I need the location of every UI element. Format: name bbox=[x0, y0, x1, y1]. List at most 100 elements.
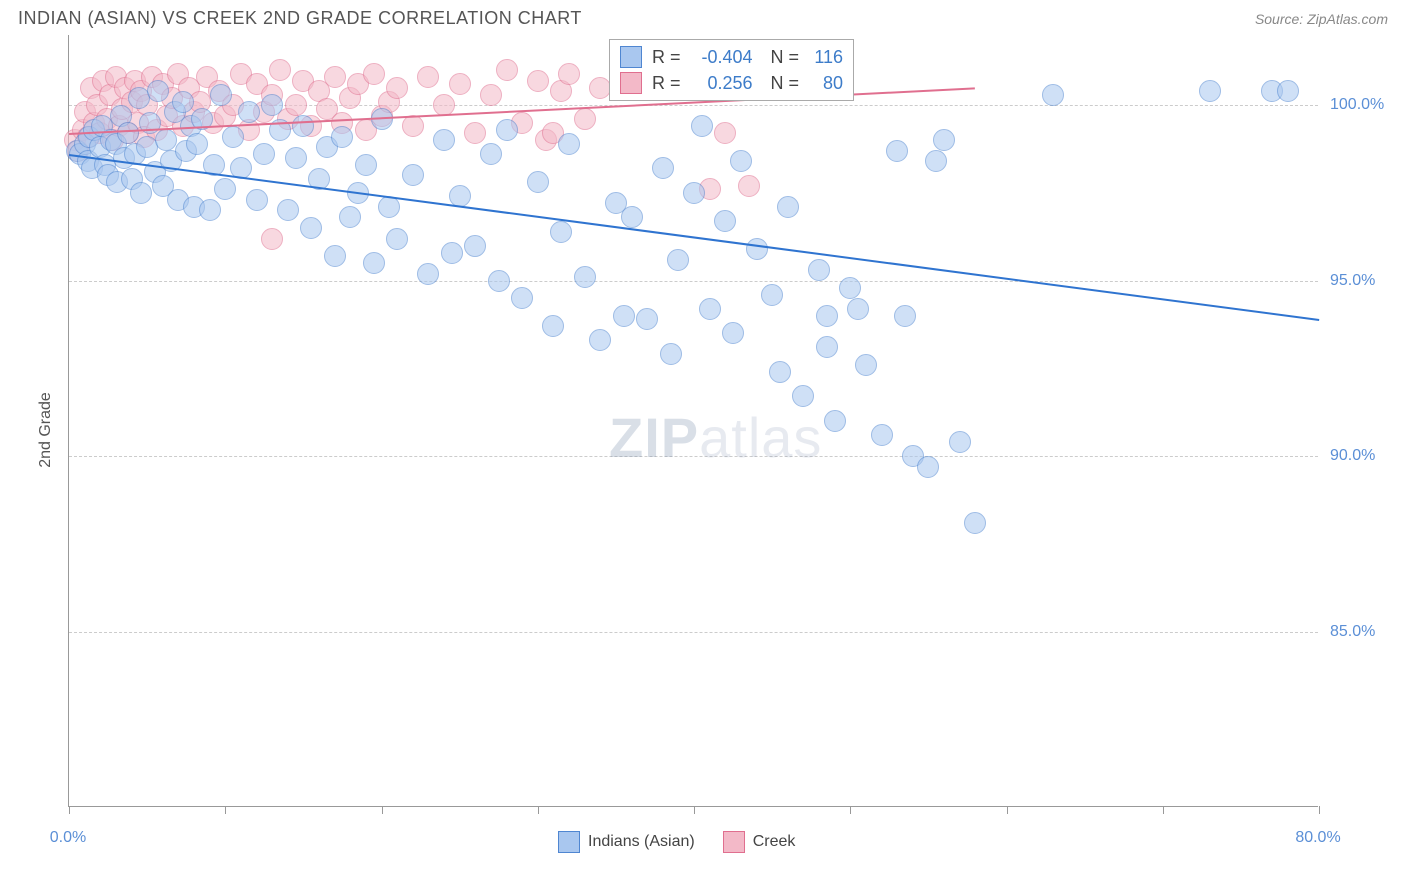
scatter-point bbox=[285, 94, 307, 116]
scatter-point bbox=[816, 305, 838, 327]
y-tick-label: 90.0% bbox=[1330, 447, 1375, 465]
watermark: ZIPatlas bbox=[609, 405, 822, 470]
scatter-point bbox=[917, 456, 939, 478]
scatter-point bbox=[324, 245, 346, 267]
grid-line bbox=[69, 632, 1318, 633]
scatter-point bbox=[464, 235, 486, 257]
scatter-point bbox=[496, 59, 518, 81]
scatter-point bbox=[714, 210, 736, 232]
legend-label: Indians (Asian) bbox=[588, 833, 695, 851]
scatter-point bbox=[808, 259, 830, 281]
scatter-point bbox=[714, 122, 736, 144]
scatter-point bbox=[300, 217, 322, 239]
scatter-point bbox=[199, 199, 221, 221]
scatter-point bbox=[652, 157, 674, 179]
scatter-point bbox=[1042, 84, 1064, 106]
scatter-point bbox=[667, 249, 689, 271]
scatter-point bbox=[1277, 80, 1299, 102]
x-tick bbox=[382, 806, 383, 814]
r-value: -0.404 bbox=[691, 44, 753, 70]
x-tick bbox=[850, 806, 851, 814]
scatter-point bbox=[730, 150, 752, 172]
n-label: N = bbox=[771, 70, 800, 96]
scatter-point bbox=[886, 140, 908, 162]
grid-line bbox=[69, 281, 1318, 282]
scatter-point bbox=[449, 73, 471, 95]
series-swatch bbox=[620, 46, 642, 68]
scatter-point bbox=[589, 329, 611, 351]
scatter-point bbox=[660, 343, 682, 365]
scatter-point bbox=[386, 77, 408, 99]
scatter-point bbox=[636, 308, 658, 330]
scatter-point bbox=[792, 385, 814, 407]
n-value: 116 bbox=[809, 44, 843, 70]
n-value: 80 bbox=[809, 70, 843, 96]
scatter-point bbox=[855, 354, 877, 376]
x-tick bbox=[538, 806, 539, 814]
scatter-point bbox=[222, 126, 244, 148]
stats-row: R =-0.404N =116 bbox=[620, 44, 843, 70]
scatter-point bbox=[824, 410, 846, 432]
scatter-point bbox=[386, 228, 408, 250]
scatter-point bbox=[542, 315, 564, 337]
stats-box: R = -0.404 N = 116R = 0.256 N = 80 bbox=[609, 39, 854, 101]
scatter-point bbox=[292, 115, 314, 137]
stats-row: R = 0.256 N = 80 bbox=[620, 70, 843, 96]
scatter-point bbox=[464, 122, 486, 144]
scatter-point bbox=[172, 91, 194, 113]
scatter-point bbox=[186, 133, 208, 155]
scatter-point bbox=[261, 228, 283, 250]
scatter-point bbox=[363, 252, 385, 274]
legend-swatch bbox=[723, 831, 745, 853]
x-tick bbox=[1319, 806, 1320, 814]
scatter-point bbox=[363, 63, 385, 85]
scatter-point bbox=[558, 63, 580, 85]
x-tick-label: 80.0% bbox=[1295, 829, 1340, 847]
scatter-point bbox=[1199, 80, 1221, 102]
scatter-point bbox=[214, 178, 236, 200]
scatter-point bbox=[441, 242, 463, 264]
scatter-point bbox=[722, 322, 744, 344]
r-value: 0.256 bbox=[691, 70, 753, 96]
scatter-point bbox=[839, 277, 861, 299]
r-label: R = bbox=[652, 70, 681, 96]
scatter-point bbox=[285, 147, 307, 169]
plot-area: ZIPatlas R = -0.404 N = 116R = 0.256 N = 80 bbox=[68, 35, 1318, 807]
scatter-point bbox=[621, 206, 643, 228]
scatter-point bbox=[210, 84, 232, 106]
scatter-point bbox=[558, 133, 580, 155]
scatter-point bbox=[480, 84, 502, 106]
scatter-point bbox=[761, 284, 783, 306]
scatter-point bbox=[527, 70, 549, 92]
legend: Indians (Asian) Creek bbox=[558, 831, 795, 853]
scatter-point bbox=[777, 196, 799, 218]
legend-label: Creek bbox=[753, 833, 796, 851]
scatter-point bbox=[511, 287, 533, 309]
legend-swatch bbox=[558, 831, 580, 853]
scatter-point bbox=[402, 115, 424, 137]
scatter-point bbox=[816, 336, 838, 358]
scatter-point bbox=[155, 129, 177, 151]
scatter-point bbox=[147, 80, 169, 102]
chart-container: ZIPatlasR =-0.404N =116R =0.256N =8085.0… bbox=[18, 35, 1388, 867]
scatter-point bbox=[574, 266, 596, 288]
scatter-point bbox=[847, 298, 869, 320]
scatter-point bbox=[253, 143, 275, 165]
scatter-point bbox=[691, 115, 713, 137]
scatter-point bbox=[269, 59, 291, 81]
scatter-point bbox=[117, 122, 139, 144]
x-tick bbox=[225, 806, 226, 814]
y-tick-label: 100.0% bbox=[1330, 96, 1384, 114]
chart-header: INDIAN (ASIAN) VS CREEK 2ND GRADE CORREL… bbox=[0, 0, 1406, 35]
scatter-point bbox=[613, 305, 635, 327]
legend-item: Creek bbox=[723, 831, 796, 853]
grid-line bbox=[69, 456, 1318, 457]
legend-item: Indians (Asian) bbox=[558, 831, 695, 853]
x-tick bbox=[1007, 806, 1008, 814]
scatter-point bbox=[355, 154, 377, 176]
y-tick-label: 95.0% bbox=[1330, 272, 1375, 290]
scatter-point bbox=[949, 431, 971, 453]
scatter-point bbox=[550, 221, 572, 243]
n-label: N = bbox=[771, 44, 800, 70]
scatter-point bbox=[417, 263, 439, 285]
